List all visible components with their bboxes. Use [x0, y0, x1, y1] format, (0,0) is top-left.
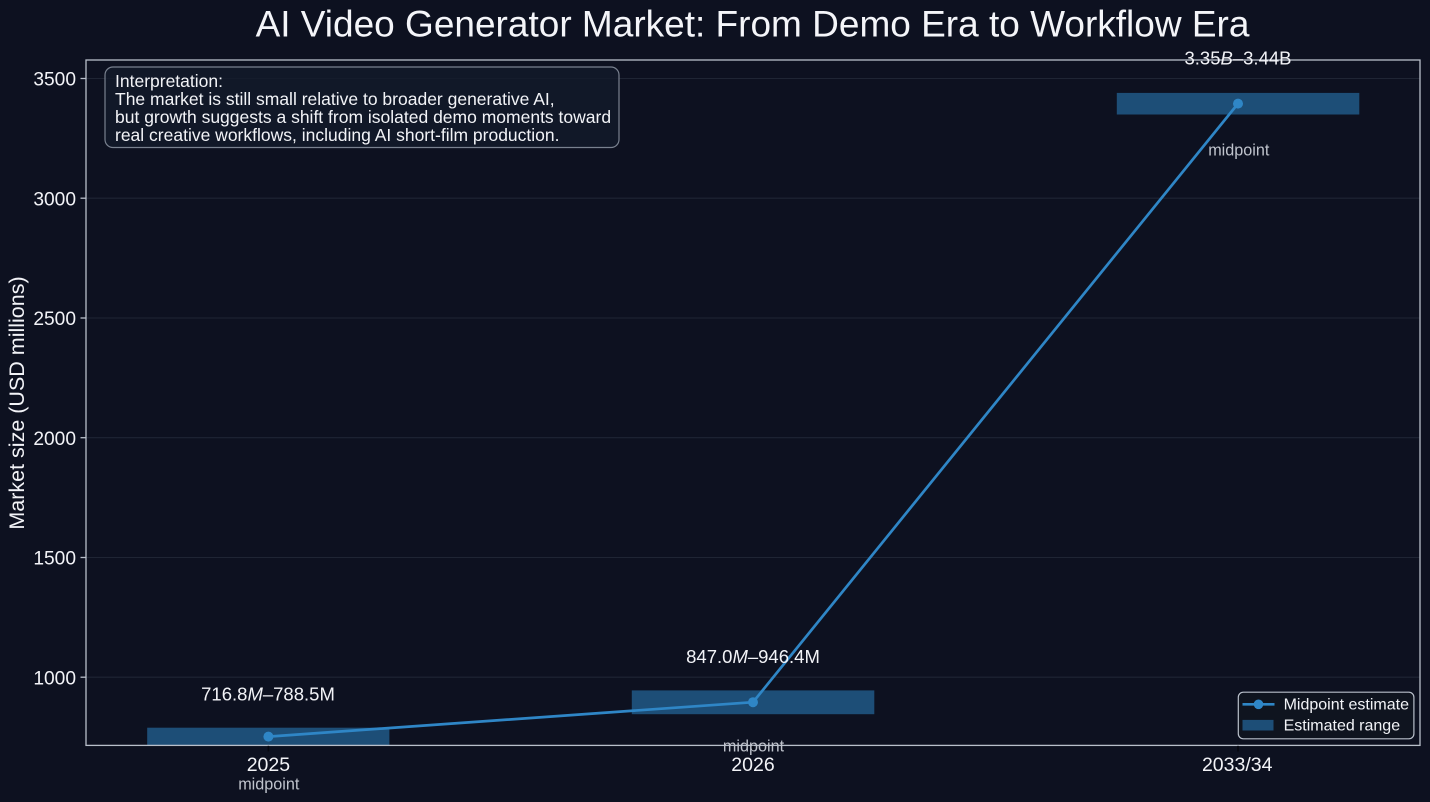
svg-text:The market is still small rela: The market is still small relative to br…	[115, 89, 555, 109]
svg-text:716.8M–788.5M: 716.8M–788.5M	[201, 684, 335, 705]
svg-text:3.35B–3.44B: 3.35B–3.44B	[1185, 48, 1292, 69]
svg-text:Midpoint estimate: Midpoint estimate	[1284, 696, 1409, 713]
svg-text:1500: 1500	[33, 549, 76, 570]
svg-text:3500: 3500	[33, 70, 76, 91]
svg-text:real creative workflows, inclu: real creative workflows, including AI sh…	[115, 125, 560, 145]
svg-text:but growth suggests a shift fr: but growth suggests a shift from isolate…	[115, 107, 611, 127]
svg-text:2025: 2025	[247, 754, 291, 776]
svg-text:3000: 3000	[33, 189, 76, 210]
svg-text:Interpretation:: Interpretation:	[115, 71, 223, 91]
svg-text:midpoint: midpoint	[238, 776, 300, 794]
svg-text:Market size (USD millions): Market size (USD millions)	[5, 276, 29, 529]
svg-text:Estimated range: Estimated range	[1284, 717, 1401, 734]
svg-text:2000: 2000	[33, 429, 76, 450]
svg-text:midpoint: midpoint	[1208, 142, 1270, 160]
svg-text:1000: 1000	[33, 668, 76, 689]
svg-text:AI Video Generator Market: Fro: AI Video Generator Market: From Demo Era…	[256, 3, 1250, 44]
svg-text:2033/34: 2033/34	[1202, 754, 1273, 776]
svg-text:847.0M–946.4M: 847.0M–946.4M	[686, 646, 820, 667]
svg-text:midpoint: midpoint	[723, 737, 785, 755]
svg-text:2026: 2026	[731, 754, 774, 776]
svg-text:2500: 2500	[33, 309, 76, 330]
